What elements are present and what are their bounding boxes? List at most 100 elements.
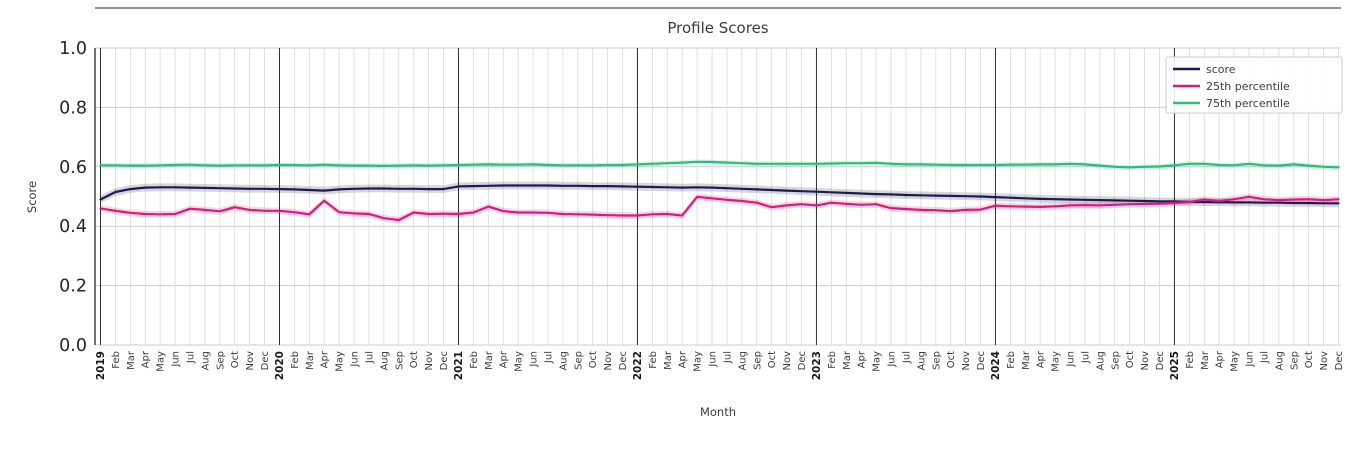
x-tick-label-year: 2019 <box>95 351 107 380</box>
x-tick-label-month: Nov <box>603 351 614 371</box>
x-tick-label-month: Mar <box>842 350 853 370</box>
x-tick-label-month: Jun <box>529 351 540 368</box>
x-tick-label-month: Mar <box>663 350 674 370</box>
x-tick-label-month: Apr <box>678 350 689 368</box>
x-tick-label-month: May <box>872 351 883 372</box>
x-tick-label-month: Jun <box>1245 351 1256 368</box>
x-tick-label-month: Jul <box>185 351 196 364</box>
x-tick-label-month: Mar <box>484 350 495 370</box>
x-tick-label-month: Nov <box>782 351 793 371</box>
legend-label-75th-percentile: 75th percentile <box>1206 97 1290 110</box>
x-tick-label-month: Apr <box>320 350 331 368</box>
y-tick-label: 0.4 <box>59 217 87 237</box>
x-tick-label-month: Oct <box>767 351 778 368</box>
x-tick-label-month: Aug <box>558 351 569 371</box>
x-tick-label-year: 2025 <box>1169 351 1181 380</box>
x-tick-label-month: May <box>1051 351 1062 372</box>
x-tick-label-month: Feb <box>290 351 301 369</box>
y-axis-label: Score <box>25 181 39 213</box>
confidence-band-75th-percentile <box>100 159 1339 170</box>
x-tick-label-month: Mar <box>1021 350 1032 370</box>
x-tick-label-month: Oct <box>409 351 420 368</box>
x-tick-label-month: May <box>693 351 704 372</box>
x-tick-label-month: May <box>156 351 167 372</box>
y-tick-label: 0.0 <box>59 336 87 356</box>
x-tick-label-month: Jun <box>887 351 898 368</box>
x-tick-label-month: Mar <box>1200 350 1211 370</box>
x-tick-label-month: Aug <box>379 351 390 371</box>
x-tick-label-month: Aug <box>916 351 927 371</box>
x-tick-label-month: Feb <box>648 351 659 369</box>
x-tick-label-month: Nov <box>1140 351 1151 371</box>
x-tick-label-month: Jun <box>350 351 361 368</box>
x-tick-label-month: Feb <box>1006 351 1017 369</box>
x-tick-label-month: Oct <box>1304 351 1315 368</box>
x-tick-label-month: Jul <box>901 351 912 364</box>
legend-label-25th-percentile: 25th percentile <box>1206 80 1290 93</box>
x-tick-label-month: Feb <box>469 351 480 369</box>
confidence-bands-layer <box>100 159 1339 224</box>
x-tick-label-month: Nov <box>961 351 972 371</box>
x-tick-label-month: Aug <box>1095 351 1106 371</box>
legend-label-score: score <box>1206 63 1236 76</box>
x-tick-label-year: 2021 <box>453 351 465 380</box>
x-tick-label-year: 2024 <box>990 351 1002 380</box>
x-tick-label-year: 2020 <box>274 351 286 380</box>
y-tick-label: 0.2 <box>59 277 87 297</box>
x-tick-label-month: May <box>335 351 346 372</box>
x-tick-label-month: Dec <box>439 351 450 370</box>
x-tick-label-month: Dec <box>1155 351 1166 370</box>
x-tick-label-month: Apr <box>1036 350 1047 368</box>
x-tick-label-month: Apr <box>141 350 152 368</box>
x-tick-label-month: Oct <box>230 351 241 368</box>
x-tick-label-month: Jul <box>364 351 375 364</box>
y-tick-label: 0.6 <box>59 158 87 178</box>
x-tick-label-month: Jul <box>1080 351 1091 364</box>
x-tick-label-month: Dec <box>618 351 629 370</box>
x-tick-label-month: Sep <box>394 351 405 370</box>
x-tick-label-month: Jul <box>1259 351 1270 364</box>
x-tick-label-month: Sep <box>573 351 584 370</box>
x-tick-label-month: Jun <box>171 351 182 368</box>
x-tick-label-month: Oct <box>588 351 599 368</box>
y-tick-labels-layer: 0.0 0.2 0.4 0.6 0.8 1.0 <box>59 39 87 356</box>
x-tick-label-month: Aug <box>200 351 211 371</box>
series-line-25th-percentile <box>99 195 1340 222</box>
x-tick-labels-layer: 2019 Feb Mar Apr May Jun Jul Aug Sep Oct Nov Dec 202… <box>95 350 1345 380</box>
series-line-75th-percentile <box>99 160 1340 169</box>
x-tick-label-month: Jul <box>543 351 554 364</box>
legend-box <box>1165 56 1343 114</box>
x-tick-label-month: Apr <box>499 350 510 368</box>
x-tick-label-month: Sep <box>1110 351 1121 370</box>
y-tick-label: 1.0 <box>59 39 87 59</box>
x-tick-label-month: Sep <box>1289 351 1300 370</box>
legend: score 25th percentile 75th percentile <box>1165 56 1343 114</box>
x-tick-label-month: Oct <box>1125 351 1136 368</box>
x-tick-label-year: 2022 <box>632 351 644 380</box>
x-tick-label-month: Oct <box>946 351 957 368</box>
axes-layer <box>94 7 1341 345</box>
x-axis-label: Month <box>700 405 736 419</box>
x-tick-label-month: Apr <box>1215 350 1226 368</box>
x-tick-label-month: Nov <box>424 351 435 371</box>
x-tick-label-month: Feb <box>111 351 122 369</box>
x-tick-label-month: Aug <box>1274 351 1285 371</box>
x-tick-label-month: Jun <box>1066 351 1077 368</box>
x-tick-label-month: Sep <box>752 351 763 370</box>
confidence-band-25th-percentile <box>100 193 1339 224</box>
x-tick-label-month: Jun <box>708 351 719 368</box>
x-tick-label-month: Dec <box>260 351 271 370</box>
x-tick-label-month: Apr <box>857 350 868 368</box>
x-tick-label-month: May <box>1230 351 1241 372</box>
x-tick-label-month: Dec <box>1334 351 1345 370</box>
x-tick-label-month: Sep <box>215 351 226 370</box>
x-tick-label-month: Feb <box>827 351 838 369</box>
chart-title: Profile Scores <box>667 19 768 37</box>
series-lines-layer <box>99 160 1340 222</box>
x-tick-label-month: Feb <box>1185 351 1196 369</box>
x-tick-label-month: Nov <box>1319 351 1330 371</box>
y-tick-label: 0.8 <box>59 98 87 118</box>
x-tick-label-month: May <box>514 351 525 372</box>
